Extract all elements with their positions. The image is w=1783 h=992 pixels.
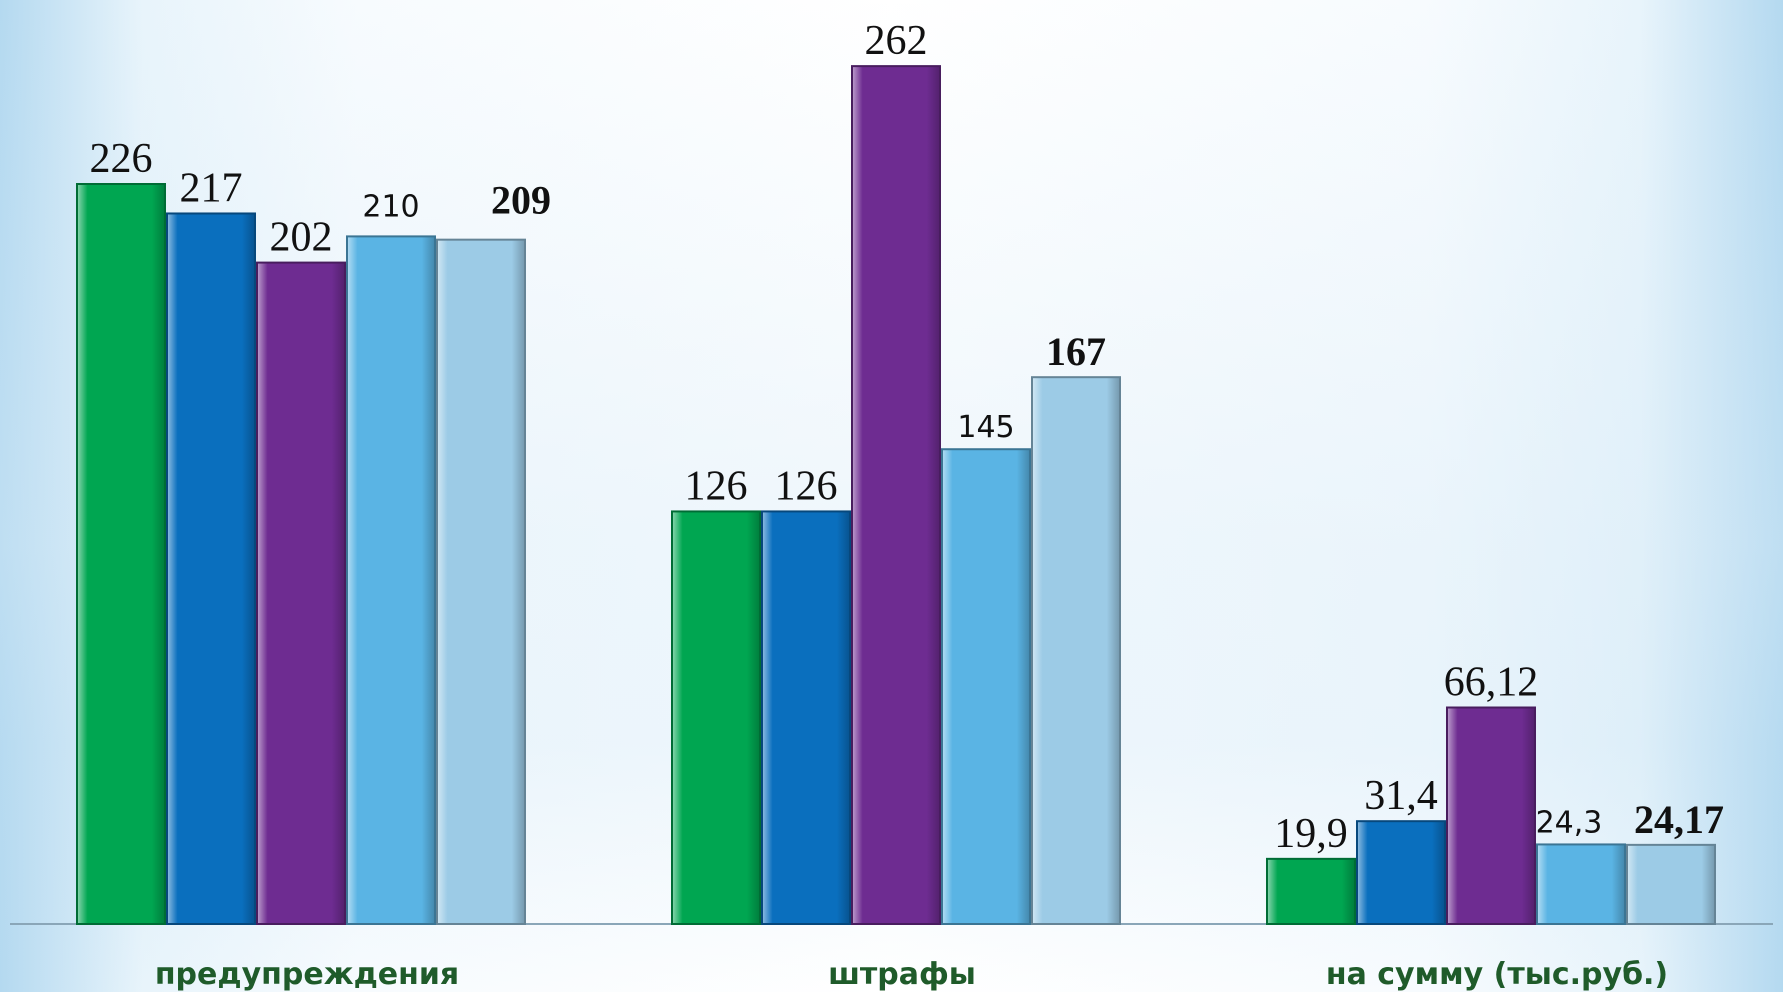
data-label-2-3: 262	[865, 18, 928, 64]
data-label-2-2: 126	[775, 463, 838, 509]
category-label-2: штрафы	[828, 957, 976, 992]
bar-1-4	[346, 235, 436, 925]
data-label-3-5: 24,17	[1634, 797, 1724, 842]
bar-2-3	[851, 65, 941, 925]
bar-1-2	[166, 212, 256, 925]
bar-2-2	[761, 510, 851, 925]
data-label-1-4: 210	[362, 189, 419, 224]
bar-2-5	[1031, 376, 1121, 925]
bar-1-3	[256, 261, 346, 926]
bar-3-2	[1356, 820, 1446, 926]
data-label-1-2: 217	[180, 165, 243, 211]
data-label-1-5: 209	[491, 178, 551, 223]
data-label-2-5: 167	[1046, 329, 1106, 374]
bar-3-3	[1446, 706, 1536, 925]
data-label-3-3: 66,12	[1444, 660, 1539, 706]
data-label-2-1: 126	[685, 463, 748, 509]
data-label-3-4: 24,3	[1536, 805, 1603, 840]
bar-3-4	[1536, 843, 1626, 926]
data-label-3-2: 31,4	[1364, 773, 1438, 819]
data-label-3-1: 19,9	[1274, 811, 1348, 857]
bar-3-1	[1266, 857, 1356, 925]
category-label-1: предупреждения	[155, 957, 459, 992]
data-label-1-3: 202	[270, 215, 333, 261]
bar-2-1	[671, 510, 761, 925]
data-label-2-4: 145	[957, 410, 1014, 445]
bar-1-1	[76, 183, 166, 925]
bar-1-5	[436, 238, 526, 926]
data-label-1-1: 226	[90, 136, 153, 182]
bar-2-4	[941, 448, 1031, 925]
category-label-3: на сумму (тыс.руб.)	[1326, 957, 1668, 992]
bar-3-5	[1626, 843, 1716, 926]
